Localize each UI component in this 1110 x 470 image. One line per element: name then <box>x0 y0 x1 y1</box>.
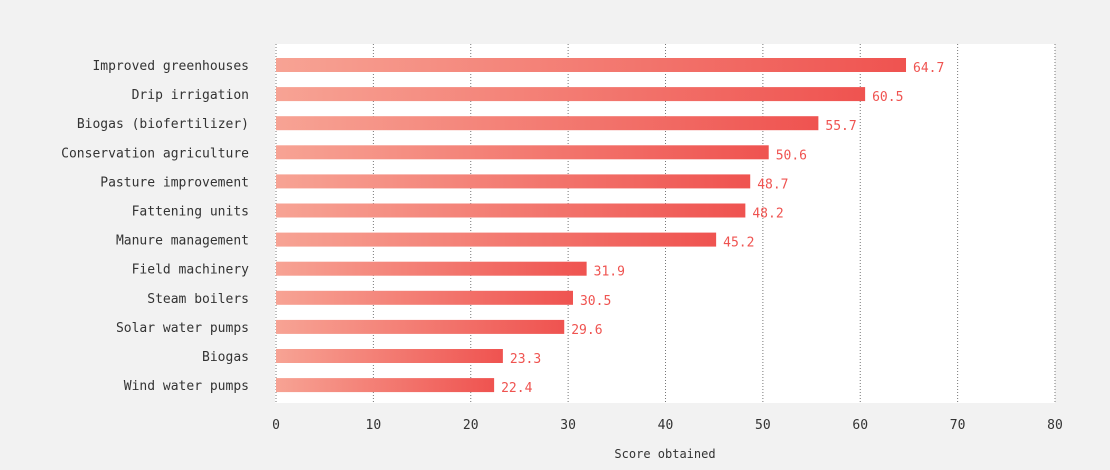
bar <box>276 87 866 102</box>
x-tick-label: 10 <box>366 418 382 433</box>
value-labels: 64.7 60.5 55.7 50.6 48.7 48.2 45.2 31.9 30.5 29.6… <box>501 61 944 396</box>
category-label: Manure management <box>116 234 249 249</box>
bar <box>276 174 751 189</box>
value-label: 30.5 <box>580 294 611 309</box>
x-tick-label: 60 <box>852 418 868 433</box>
value-label: 64.7 <box>913 61 944 76</box>
bar <box>276 290 573 305</box>
bar <box>276 349 503 363</box>
bar <box>276 203 746 218</box>
value-label: 55.7 <box>825 119 856 134</box>
value-label: 48.7 <box>757 177 788 192</box>
category-label: Field machinery <box>132 263 250 278</box>
category-label: Wind water pumps <box>124 379 249 394</box>
value-label: 31.9 <box>594 265 625 280</box>
bar <box>276 116 819 131</box>
x-axis-title: Score obtained <box>614 447 715 461</box>
value-label: 23.3 <box>510 352 541 367</box>
x-tick-label: 50 <box>755 418 771 433</box>
x-tick-label: 0 <box>272 418 280 433</box>
category-label: Solar water pumps <box>116 321 249 336</box>
x-tick-label: 20 <box>463 418 479 433</box>
value-label: 48.2 <box>752 207 783 222</box>
x-tick-labels: 0 10 20 30 40 50 60 70 80 <box>272 418 1063 433</box>
bar <box>276 378 495 393</box>
x-tick-label: 70 <box>950 418 966 433</box>
value-label: 29.6 <box>571 323 602 338</box>
category-label: Pasture improvement <box>100 175 249 190</box>
bars <box>276 58 907 393</box>
plot-area <box>275 44 1055 403</box>
x-tick-label: 30 <box>560 418 576 433</box>
x-tick-label: 40 <box>658 418 674 433</box>
value-label: 22.4 <box>501 381 532 396</box>
bar <box>276 319 565 334</box>
category-label: Improved greenhouses <box>92 59 249 74</box>
category-label: Conservation agriculture <box>61 146 249 161</box>
category-label: Biogas (biofertilizer) <box>77 117 249 132</box>
category-label: Fattening units <box>132 205 249 220</box>
bar <box>276 232 717 247</box>
value-label: 45.2 <box>723 236 754 251</box>
x-tick-label: 80 <box>1047 418 1063 433</box>
bar <box>276 261 587 276</box>
category-label: Biogas <box>202 350 249 365</box>
value-label: 60.5 <box>872 90 903 105</box>
category-labels: Improved greenhouses Drip irrigation Bioga… <box>61 59 249 394</box>
category-label: Steam boilers <box>147 292 249 307</box>
bar <box>276 58 907 72</box>
value-label: 50.6 <box>776 148 807 163</box>
bar <box>276 145 769 160</box>
category-label: Drip irrigation <box>132 88 249 103</box>
